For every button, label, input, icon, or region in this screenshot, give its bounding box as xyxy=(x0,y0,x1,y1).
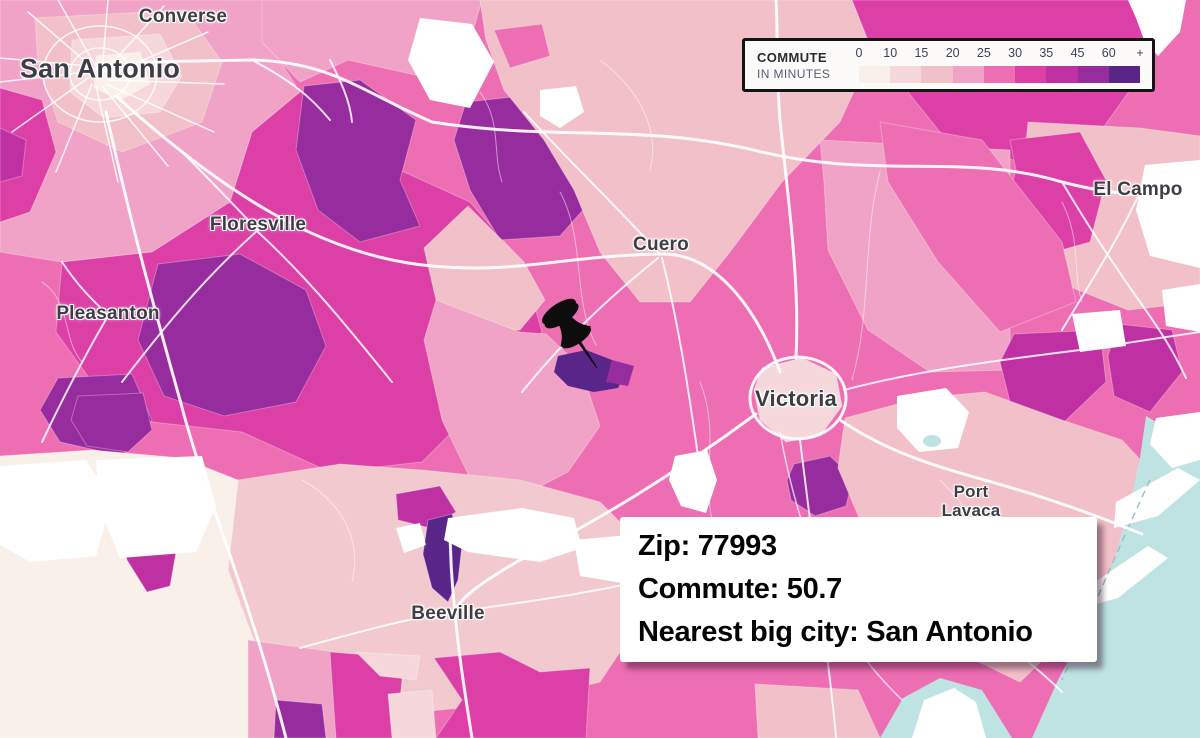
city-label-victoria: Victoria xyxy=(755,386,837,411)
city-label-pleasanton: Pleasanton xyxy=(56,303,160,324)
city-label-san-antonio: San Antonio xyxy=(19,53,181,84)
legend-swatch xyxy=(890,66,922,83)
legend-swatch xyxy=(921,66,953,83)
legend-title-line2: IN MINUTES xyxy=(757,66,831,81)
legend-tick-10: 10 xyxy=(883,46,898,60)
zip-info-box: Zip: 77993 Commute: 50.7 Nearest big cit… xyxy=(620,517,1097,662)
legend-swatch xyxy=(952,66,984,83)
legend-title: COMMUTE IN MINUTES xyxy=(757,46,845,84)
legend-title-line1: COMMUTE xyxy=(757,49,827,65)
legend-tick-45: 45 xyxy=(1070,46,1085,60)
info-commute-line: Commute: 50.7 xyxy=(638,573,842,605)
legend-swatches xyxy=(859,66,1140,83)
legend-tick-15: 15 xyxy=(914,46,929,60)
info-city-line: Nearest big city: San Antonio xyxy=(638,616,1033,648)
city-label-el-campo: El Campo xyxy=(1093,179,1183,200)
city-label-port-lavaca: Port Lavaca xyxy=(941,481,1001,520)
legend-tick-30: 30 xyxy=(1008,46,1023,60)
legend-tick-0: 0 xyxy=(855,46,863,60)
legend-swatch xyxy=(983,66,1016,83)
city-label-beeville: Beeville xyxy=(411,603,485,624)
commute-legend: COMMUTE IN MINUTES 0 10 15 20 25 30 35 4… xyxy=(742,38,1155,92)
san-antonio-road-grid xyxy=(0,0,225,183)
legend-swatch xyxy=(859,66,891,83)
legend-tick-60: 60 xyxy=(1101,46,1116,60)
legend-swatch xyxy=(1077,66,1109,83)
pushpin-marker xyxy=(541,298,598,369)
legend-tick-20: 20 xyxy=(945,46,960,60)
legend-swatch xyxy=(1108,66,1140,83)
city-label-converse: Converse xyxy=(138,6,228,27)
city-label-floresville: Floresville xyxy=(209,214,307,235)
legend-tick-25: 25 xyxy=(976,46,991,60)
city-label-cuero: Cuero xyxy=(633,234,689,255)
legend-tick-35: 35 xyxy=(1039,46,1054,60)
legend-swatch xyxy=(1046,66,1078,83)
legend-swatch xyxy=(1015,66,1047,83)
info-zip-line: Zip: 77993 xyxy=(638,530,777,562)
legend-color-ramp: 0 10 15 20 25 30 35 45 60 + xyxy=(855,46,1144,84)
small-pond xyxy=(923,435,941,447)
legend-tick-plus: + xyxy=(1136,46,1144,60)
